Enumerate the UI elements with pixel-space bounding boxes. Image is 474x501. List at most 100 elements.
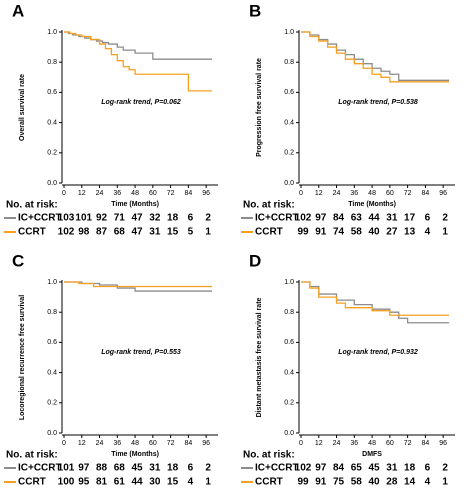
risk-count: 102 [295, 213, 312, 224]
y-tick-label: 0.2 [47, 400, 57, 407]
risk-count: 5 [188, 227, 194, 238]
y-tick-label: 1.0 [47, 279, 57, 286]
risk-count: 47 [132, 213, 144, 224]
risk-count: 71 [114, 213, 126, 224]
y-tick-label: 0.2 [284, 400, 294, 407]
y-tick-label: 0.4 [284, 119, 294, 126]
x-tick-label: 24 [333, 440, 341, 447]
risk-count: 40 [369, 227, 381, 238]
risk-count: 2 [205, 213, 211, 224]
x-tick-label: 0 [299, 190, 303, 197]
risk-count: 17 [404, 213, 416, 224]
risk-count: 30 [149, 477, 161, 488]
x-tick-label: 60 [386, 440, 394, 447]
risk-count: 15 [167, 227, 179, 238]
y-tick-label: 1.0 [284, 279, 294, 286]
risk-table-title: No. at risk: [243, 450, 295, 461]
risk-count: 91 [315, 477, 327, 488]
risk-count: 4 [425, 477, 431, 488]
x-tick-label: 36 [350, 440, 358, 447]
risk-count: 1 [205, 227, 211, 238]
y-axis-label: Distant metastasis free survival rate [256, 297, 263, 417]
x-tick-label: 0 [62, 440, 66, 447]
risk-count: 40 [369, 477, 381, 488]
x-tick-label: 0 [62, 190, 66, 197]
risk-count: 68 [114, 227, 126, 238]
risk-count: 68 [114, 463, 126, 474]
x-tick-label: 96 [439, 440, 447, 447]
y-tick-label: 0.8 [47, 309, 57, 316]
risk-count: 100 [58, 477, 75, 488]
risk-count: 84 [333, 463, 345, 474]
risk-count: 44 [132, 477, 144, 488]
risk-count: 87 [96, 227, 108, 238]
x-axis-label: DMFS [362, 451, 382, 458]
risk-count: 31 [149, 463, 161, 474]
risk-count: 58 [351, 477, 363, 488]
annotation: Log-rank trend, P=0.538 [338, 99, 418, 106]
risk-count: 98 [78, 227, 90, 238]
legend-label: IC+CCRT [255, 213, 299, 224]
annotation: Log-rank trend, P=0.932 [338, 349, 418, 356]
x-axis-label: Time (Months) [111, 451, 159, 458]
x-tick-label: 84 [184, 190, 192, 197]
x-tick-label: 72 [167, 440, 175, 447]
x-tick-label: 84 [421, 190, 429, 197]
risk-count: 92 [96, 213, 108, 224]
survival-curve [64, 281, 213, 288]
x-axis-label: Time (Months) [348, 201, 396, 208]
x-tick-label: 24 [96, 440, 104, 447]
legend-label: IC+CCRT [18, 213, 62, 224]
risk-count: 84 [333, 213, 345, 224]
risk-count: 97 [315, 213, 327, 224]
x-tick-label: 0 [299, 440, 303, 447]
x-tick-label: 72 [167, 190, 175, 197]
y-tick-label: 0.6 [284, 89, 294, 96]
x-tick-label: 84 [421, 440, 429, 447]
risk-count: 28 [386, 477, 398, 488]
risk-count: 18 [167, 213, 179, 224]
risk-count: 15 [167, 477, 179, 488]
panel-letter: C [12, 251, 24, 270]
risk-count: 81 [96, 477, 108, 488]
legend-label: CCRT [18, 227, 46, 238]
risk-count: 47 [132, 227, 144, 238]
y-tick-label: 1.0 [284, 29, 294, 36]
y-tick-label: 0.2 [284, 150, 294, 157]
risk-table-title: No. at risk: [6, 450, 58, 461]
x-tick-label: 72 [404, 440, 412, 447]
x-tick-label: 48 [368, 190, 376, 197]
risk-count: 97 [78, 463, 90, 474]
risk-count: 65 [351, 463, 363, 474]
x-tick-label: 48 [131, 440, 139, 447]
survival-curve [301, 281, 450, 316]
y-tick-label: 0.8 [284, 309, 294, 316]
risk-count: 18 [167, 463, 179, 474]
x-tick-label: 24 [333, 190, 341, 197]
x-tick-label: 48 [131, 190, 139, 197]
y-tick-label: 0.6 [284, 339, 294, 346]
risk-count: 101 [75, 213, 92, 224]
risk-count: 4 [425, 227, 431, 238]
risk-count: 75 [333, 477, 345, 488]
survival-curve [301, 31, 450, 81]
risk-count: 6 [425, 463, 431, 474]
y-tick-label: 0.4 [47, 119, 57, 126]
risk-count: 14 [404, 477, 416, 488]
risk-count: 13 [404, 227, 416, 238]
legend-label: IC+CCRT [18, 463, 62, 474]
risk-count: 2 [205, 463, 211, 474]
x-tick-label: 12 [315, 190, 323, 197]
x-tick-label: 60 [149, 190, 157, 197]
annotation: Log-rank trend, P=0.062 [101, 99, 181, 106]
risk-count: 6 [188, 213, 194, 224]
risk-count: 1 [442, 227, 448, 238]
y-tick-label: 0.8 [284, 59, 294, 66]
y-tick-label: 0.0 [284, 180, 294, 187]
x-tick-label: 36 [113, 440, 121, 447]
y-tick-label: 0.0 [284, 430, 294, 437]
risk-count: 18 [404, 463, 416, 474]
risk-count: 95 [78, 477, 90, 488]
risk-table-title: No. at risk: [243, 200, 295, 211]
risk-table-title: No. at risk: [6, 200, 58, 211]
